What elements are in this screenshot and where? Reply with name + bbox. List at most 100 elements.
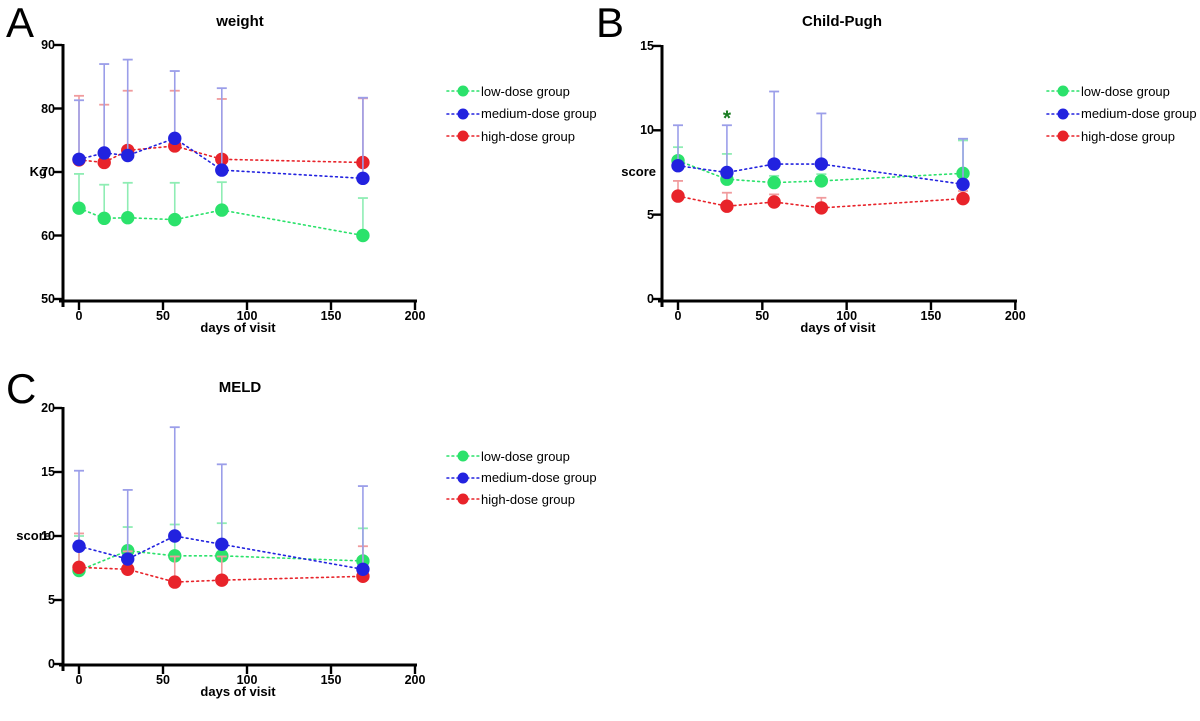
chart-title: Child-Pugh [802,13,882,30]
chart-title: weight [216,13,264,30]
data-point [72,152,86,166]
series-line [78,566,364,583]
x-tick-label: 150 [320,673,342,687]
y-tick-label: 15 [640,38,654,53]
y-tick-label: 80 [41,101,55,116]
data-point [356,228,370,243]
data-point [121,211,135,225]
significance-asterisk: * [723,107,732,130]
data-point [121,148,135,163]
data-point [356,562,370,576]
legend-item-label: low-dose group [481,83,570,99]
x-axis-title: days of visit [200,320,276,335]
data-point [168,131,182,146]
legend-marker-icon [446,85,480,97]
legend-item-label: low-dose group [481,448,570,464]
x-tick-label: 100 [236,309,258,323]
y-tick-label: 20 [41,401,55,415]
legend-marker-icon [446,493,480,505]
legend-dot [457,472,469,483]
data-point [72,539,86,553]
series-line [78,535,364,571]
data-point [215,537,229,552]
legend-marker-icon [446,108,480,119]
data-point [956,191,970,206]
x-tick-label: 100 [236,673,258,687]
data-point [121,562,135,576]
data-point [97,146,111,160]
legend-item-label: high-dose group [481,128,575,144]
data-point [168,529,182,543]
data-point [121,552,135,566]
legend-marker-icon [446,472,480,483]
data-point [767,195,781,209]
legend-item-label: high-dose group [481,491,575,507]
legend-dot [457,493,469,505]
data-point [72,560,86,575]
legend-dot [1057,108,1069,119]
x-axis-title: days of visit [800,320,876,335]
data-point [72,201,86,215]
x-axis-title: days of visit [200,684,276,699]
y-tick-label: 10 [41,529,55,543]
legend-item-label: medium-dose group [481,106,597,121]
y-axis-title: Kg [29,164,47,179]
x-tick-label: 0 [674,309,682,323]
legend-item-label: low-dose group [1081,83,1170,99]
chart-title: MELD [218,379,262,396]
data-point [956,177,970,191]
x-tick-label: 50 [156,309,170,323]
data-point [671,159,685,173]
legend-item-label: medium-dose group [481,470,597,485]
data-point [97,155,111,170]
data-point [168,212,182,227]
data-point [215,163,229,177]
y-tick-label: 60 [41,228,55,243]
data-point [215,203,229,217]
x-tick-label: 0 [75,309,83,323]
y-axis-title: score [16,528,51,543]
x-tick-label: 100 [836,309,858,323]
x-tick-label: 0 [75,673,83,687]
legend-marker-icon [446,130,480,142]
data-point [767,175,781,190]
series-line [677,195,964,209]
x-tick-label: 150 [320,309,342,323]
legend-marker-icon [1046,85,1080,97]
data-point [814,201,829,215]
panel-letter-b: B [596,0,625,46]
data-point [168,575,182,589]
y-tick-label: 10 [640,123,654,138]
data-point [671,189,685,203]
panel-letter-a: A [6,0,35,46]
series-line [677,163,964,186]
y-tick-label: 0 [48,657,55,671]
data-point [720,199,734,213]
x-tick-label: 150 [920,309,942,323]
data-point [720,165,734,180]
x-tick-label: 200 [404,309,426,323]
x-tick-label: 50 [156,673,170,687]
legend-dot [457,85,469,97]
legend-marker-icon [446,450,480,462]
y-tick-label: 90 [41,38,55,52]
legend-dot [1057,85,1069,97]
legend-dot [457,108,469,119]
data-point [97,211,111,226]
legend-item-label: high-dose group [1081,128,1175,144]
legend-item-label: medium-dose group [1081,106,1197,121]
y-tick-label: 5 [647,207,654,222]
data-point [814,174,829,188]
legend-dot [457,130,469,142]
y-axis-title: score [621,164,656,179]
y-tick-label: 0 [647,292,654,306]
x-tick-label: 200 [1004,309,1026,323]
data-point [814,157,829,171]
y-tick-label: 70 [41,165,55,179]
legend-dot [457,450,469,462]
y-tick-label: 5 [48,593,55,607]
x-tick-label: 50 [755,309,770,323]
y-tick-label: 15 [41,465,55,479]
